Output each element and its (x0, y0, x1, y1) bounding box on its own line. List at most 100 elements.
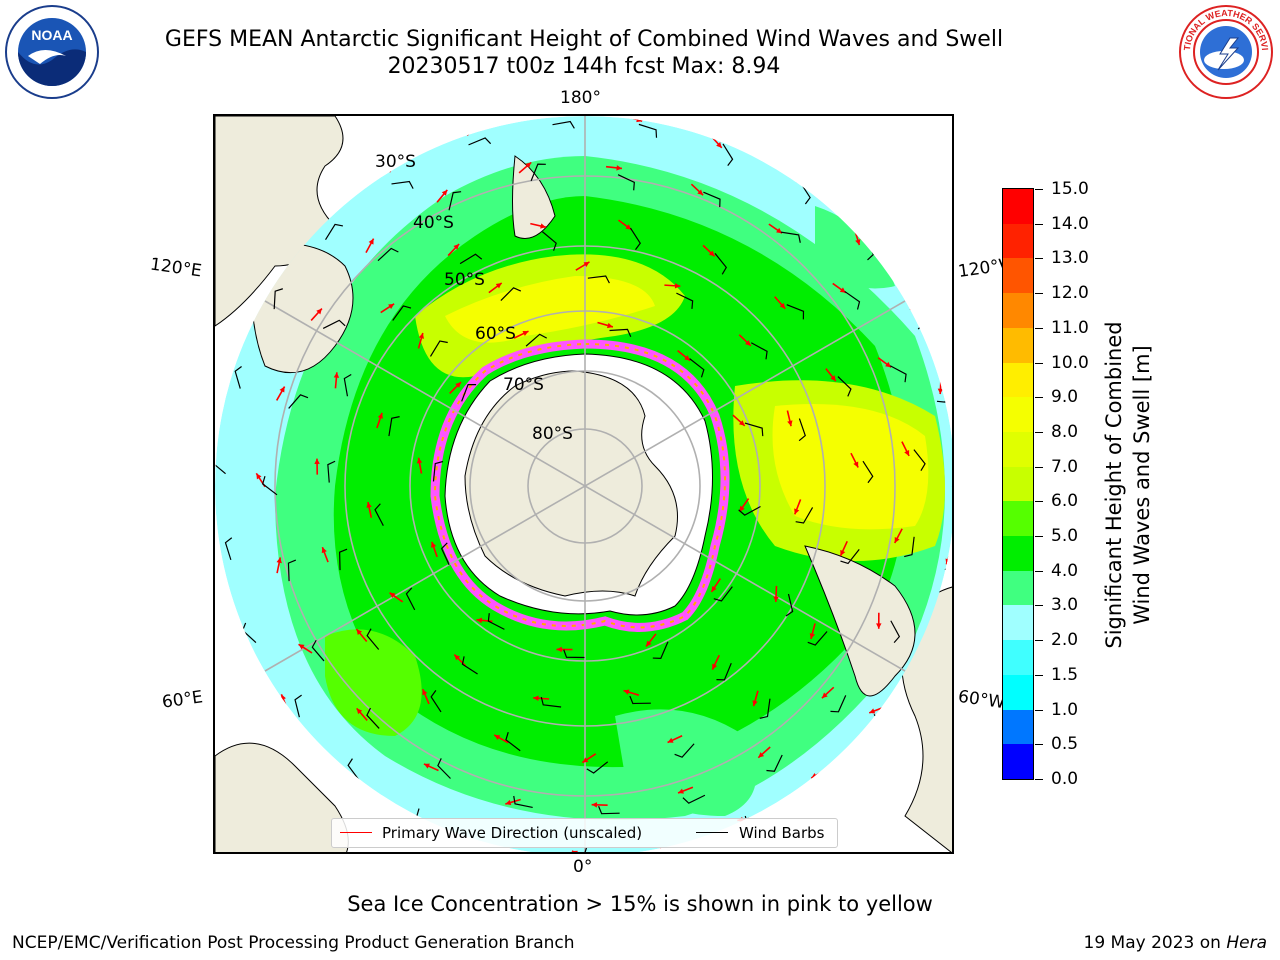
wave-arrow-head (684, 355, 691, 361)
wave-arrow-head (712, 663, 718, 670)
wave-arrow-head (674, 283, 681, 289)
wind-barb (339, 548, 348, 571)
colorbar-segment (1003, 605, 1033, 641)
wave-arrow-head (377, 412, 383, 419)
wind-barb (744, 422, 764, 437)
wind-barb (913, 449, 926, 471)
colorbar-tick-label: 13.0 (1051, 248, 1089, 269)
colorbar-segment (1003, 570, 1033, 606)
colorbar-tick-label: 6.0 (1051, 491, 1079, 512)
wave-arrow-head (522, 331, 529, 336)
wave-arrow-head (454, 654, 461, 661)
wind-barb (638, 123, 658, 138)
colorbar-segment (1003, 536, 1033, 571)
colorbar-tick (1035, 466, 1043, 468)
wave-arrow-head (368, 238, 374, 245)
wind-barb (262, 476, 278, 496)
wind-barb (325, 223, 344, 240)
colorbar-tick-label: 12.0 (1051, 283, 1089, 304)
wind-barb (722, 143, 734, 166)
wind-barb (617, 174, 635, 191)
wind-barb (273, 288, 284, 310)
wind-barb (766, 754, 783, 772)
wave-arrow-head (298, 644, 305, 650)
wind-barb (889, 365, 907, 383)
wind-barb (552, 120, 575, 129)
wave-arrow-head (779, 302, 786, 309)
wave-arrow-head (388, 303, 395, 310)
wind-barb (392, 305, 412, 321)
graticule (215, 116, 952, 852)
wave-arrow-head (494, 734, 501, 740)
wind-barb (327, 460, 336, 483)
wind-barb (366, 628, 380, 650)
wind-barb (322, 319, 346, 329)
wind-barb (703, 191, 721, 208)
wave-arrow-head (716, 142, 722, 148)
colorbar-tick (1035, 327, 1043, 329)
wave-direction-swatch (340, 832, 372, 833)
wind-barb (844, 290, 861, 310)
colorbar-tick (1035, 501, 1043, 503)
wave-arrow-head (885, 361, 892, 368)
colorbar-title-line1: Significant Height of Combined (1102, 321, 1126, 649)
wind-barb (294, 694, 302, 718)
colorbar-segment (1003, 327, 1033, 363)
colorbar-tick (1035, 779, 1043, 780)
wind-barb (391, 180, 414, 189)
wave-arrow-head (540, 223, 546, 229)
wave-arrow-head (738, 420, 745, 426)
wind-barb (405, 587, 416, 611)
wind-barb (224, 537, 233, 561)
wave-arrow-head (582, 757, 589, 763)
wind-barb (430, 690, 442, 713)
wind-barb (629, 227, 641, 251)
colorbar-tick-label: 0.5 (1051, 734, 1079, 755)
wind-barb (513, 795, 533, 809)
wave-arrow-head (591, 802, 598, 808)
wave-arrow-head (316, 308, 322, 315)
wave-arrow-head (646, 640, 652, 647)
colorbar-segment (1003, 709, 1033, 745)
colorbar-tick (1035, 397, 1043, 399)
colorbar-tick (1035, 293, 1043, 295)
wave-arrow-head (416, 457, 423, 464)
wind-barb (795, 507, 814, 524)
wind-barb-swatch (696, 832, 728, 833)
wind-barb (563, 649, 585, 659)
colorbar-tick-label: 9.0 (1051, 387, 1079, 408)
wave-arrow-head (423, 763, 430, 769)
wave-arrow-head (904, 449, 910, 456)
colorbar-tick-label: 0.0 (1051, 769, 1079, 789)
legend-wave-direction: Primary Wave Direction (unscaled) (382, 824, 643, 842)
colorbar-title: Significant Height of Combined Wind Wave… (1100, 235, 1160, 735)
wind-barb (609, 328, 632, 337)
wind-barb (714, 253, 728, 275)
wind-barb (786, 304, 805, 320)
wind-barb (890, 620, 901, 644)
lon-label-60e: 60°E (160, 687, 205, 713)
wind-barb (287, 559, 297, 582)
colorbar-segment (1003, 674, 1033, 710)
wind-barb (487, 613, 505, 630)
lon-label-180: 180° (560, 88, 601, 108)
nws-seal-icon: NATIONAL WEATHER SERVICE (1175, 0, 1274, 100)
wind-barb (830, 695, 847, 713)
wave-arrow-head (869, 708, 876, 714)
noaa-logo-text: NOAA (31, 27, 72, 43)
wind-barb (440, 542, 450, 566)
wind-barb (468, 137, 492, 146)
colorbar-tick-label: 7.0 (1051, 456, 1079, 477)
wind-barb (366, 707, 380, 729)
wave-arrow-head (739, 505, 745, 512)
wind-barb (288, 394, 309, 409)
wind-barb (807, 631, 828, 646)
wave-arrow-head (623, 689, 630, 695)
wave-arrow-head (752, 700, 758, 707)
wave-arrow-head (855, 239, 861, 246)
colorbar-tick-label: 3.0 (1051, 595, 1079, 616)
wave-arrow-head (840, 549, 846, 556)
wind-barb (713, 586, 733, 602)
wave-arrow-head (455, 382, 461, 388)
host-name: Hera (1226, 933, 1267, 953)
